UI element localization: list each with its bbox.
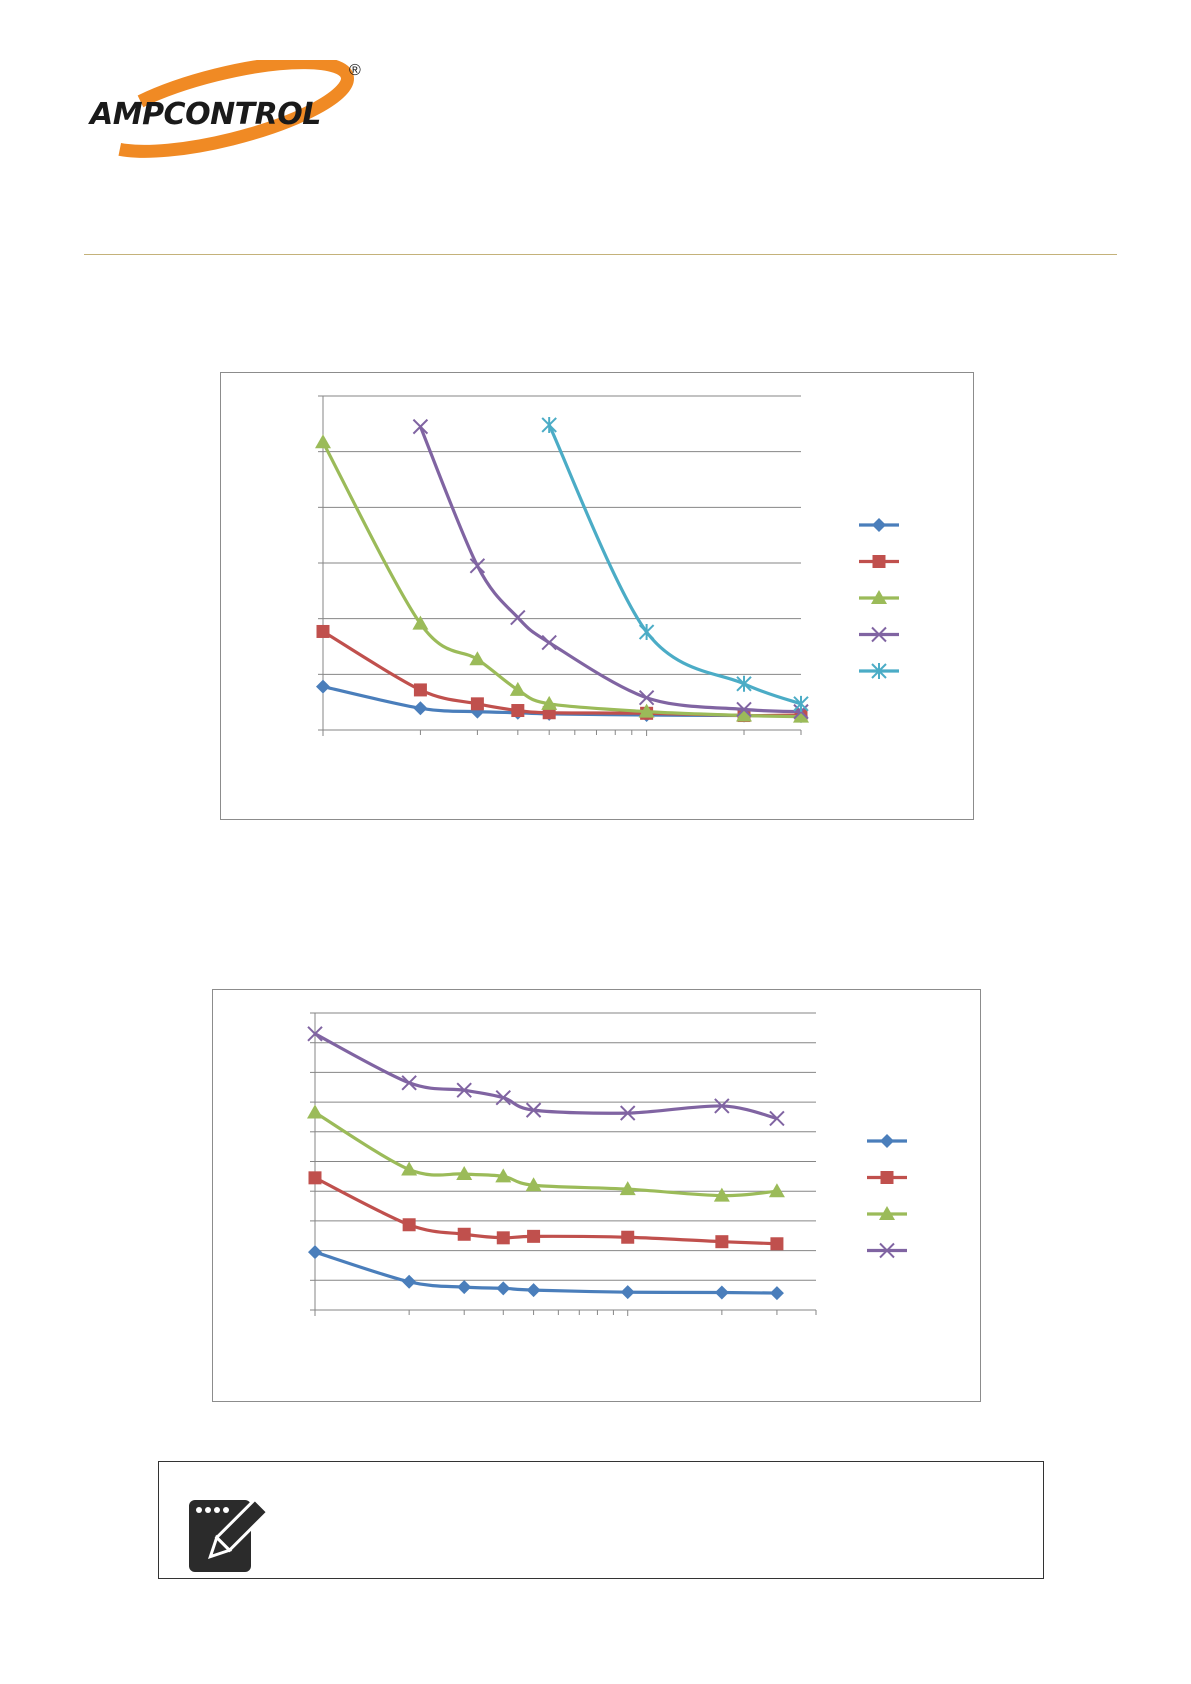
- data-point: [413, 701, 428, 716]
- legend-marker: [871, 590, 887, 604]
- logo-swoosh-icon: [94, 56, 354, 158]
- logo-wordmark: AMPCONTROL: [90, 97, 321, 132]
- data-point: [509, 681, 526, 696]
- data-point: [793, 708, 809, 723]
- series-4: [307, 1026, 785, 1127]
- data-point: [402, 1218, 416, 1232]
- notepad-pencil-icon: [189, 1498, 270, 1572]
- data-point: [495, 1168, 512, 1183]
- data-point: [715, 1235, 729, 1249]
- data-point: [793, 695, 809, 712]
- data-point: [457, 1227, 471, 1241]
- data-point: [769, 1286, 784, 1301]
- data-point: [457, 1280, 472, 1295]
- legend-entry-1: [859, 518, 899, 532]
- data-point: [638, 624, 655, 641]
- legend-marker: [880, 1171, 894, 1184]
- data-point: [316, 624, 330, 638]
- data-point: [736, 701, 752, 718]
- chart-1-frame: [220, 372, 974, 820]
- data-point: [769, 1110, 785, 1127]
- data-point: [401, 1161, 418, 1176]
- data-point: [525, 1102, 542, 1118]
- legend-entry-3: [867, 1206, 907, 1220]
- data-point: [316, 679, 330, 694]
- data-point: [496, 1281, 511, 1296]
- chart-2-frame: [212, 989, 981, 1402]
- legend-entry-4: [859, 626, 899, 643]
- data-point: [541, 695, 558, 710]
- data-point: [714, 1098, 730, 1114]
- data-point: [308, 1171, 322, 1185]
- data-point: [770, 1237, 784, 1251]
- series-line: [314, 1250, 777, 1295]
- data-point: [412, 418, 429, 435]
- chart-1: [315, 395, 899, 736]
- data-point: [511, 704, 525, 718]
- data-point: [541, 634, 557, 651]
- data-point: [308, 1245, 322, 1260]
- legend-entry-4: [867, 1242, 907, 1259]
- series-4: [412, 418, 809, 720]
- chart-2: [307, 1012, 907, 1316]
- legend-marker: [879, 1206, 895, 1220]
- series-line: [314, 1111, 778, 1198]
- note-box: [158, 1461, 1044, 1579]
- header-divider: [84, 254, 1117, 255]
- data-point: [413, 683, 427, 697]
- data-point: [638, 703, 655, 718]
- data-point: [412, 615, 429, 630]
- data-point: [307, 1026, 323, 1042]
- series-1: [308, 1245, 784, 1301]
- data-point: [470, 697, 484, 711]
- data-point: [526, 1283, 541, 1298]
- legend-entry-3: [859, 590, 899, 604]
- data-point: [469, 651, 486, 666]
- data-point: [496, 1231, 510, 1245]
- legend-marker: [872, 555, 886, 568]
- legend-marker: [871, 626, 887, 643]
- data-point: [525, 1177, 542, 1192]
- data-point: [620, 1105, 636, 1121]
- data-point: [714, 1285, 729, 1300]
- data-point: [619, 1181, 636, 1196]
- legend-entry-1: [867, 1134, 907, 1148]
- data-point: [527, 1229, 541, 1243]
- series-3: [315, 434, 809, 723]
- data-point: [621, 1230, 635, 1244]
- data-point: [510, 609, 526, 626]
- data-point: [620, 1285, 635, 1300]
- series-line: [314, 1032, 778, 1120]
- data-point: [736, 707, 753, 722]
- series-line: [547, 424, 802, 706]
- data-point: [315, 434, 331, 449]
- data-point: [713, 1187, 730, 1202]
- data-point: [736, 675, 752, 692]
- legend-entry-2: [859, 555, 899, 568]
- series-2: [308, 1171, 784, 1251]
- data-point: [638, 690, 655, 706]
- data-point: [495, 1089, 511, 1106]
- legend-marker: [872, 518, 886, 532]
- legend-marker: [871, 663, 887, 679]
- series-3: [307, 1104, 785, 1202]
- legend-entry-2: [867, 1171, 907, 1184]
- data-point: [307, 1104, 323, 1119]
- legend-entry-5: [859, 663, 899, 679]
- registered-mark: ®: [349, 62, 361, 79]
- data-point: [401, 1075, 417, 1091]
- legend-marker: [880, 1134, 894, 1148]
- series-5: [541, 416, 809, 712]
- legend-marker: [879, 1242, 895, 1259]
- data-point: [456, 1165, 473, 1180]
- ampcontrol-logo: AMPCONTROL ®: [84, 56, 384, 170]
- data-point: [768, 1183, 785, 1198]
- data-point: [541, 416, 557, 433]
- data-point: [469, 558, 486, 574]
- data-point: [402, 1274, 417, 1289]
- data-point: [456, 1082, 472, 1098]
